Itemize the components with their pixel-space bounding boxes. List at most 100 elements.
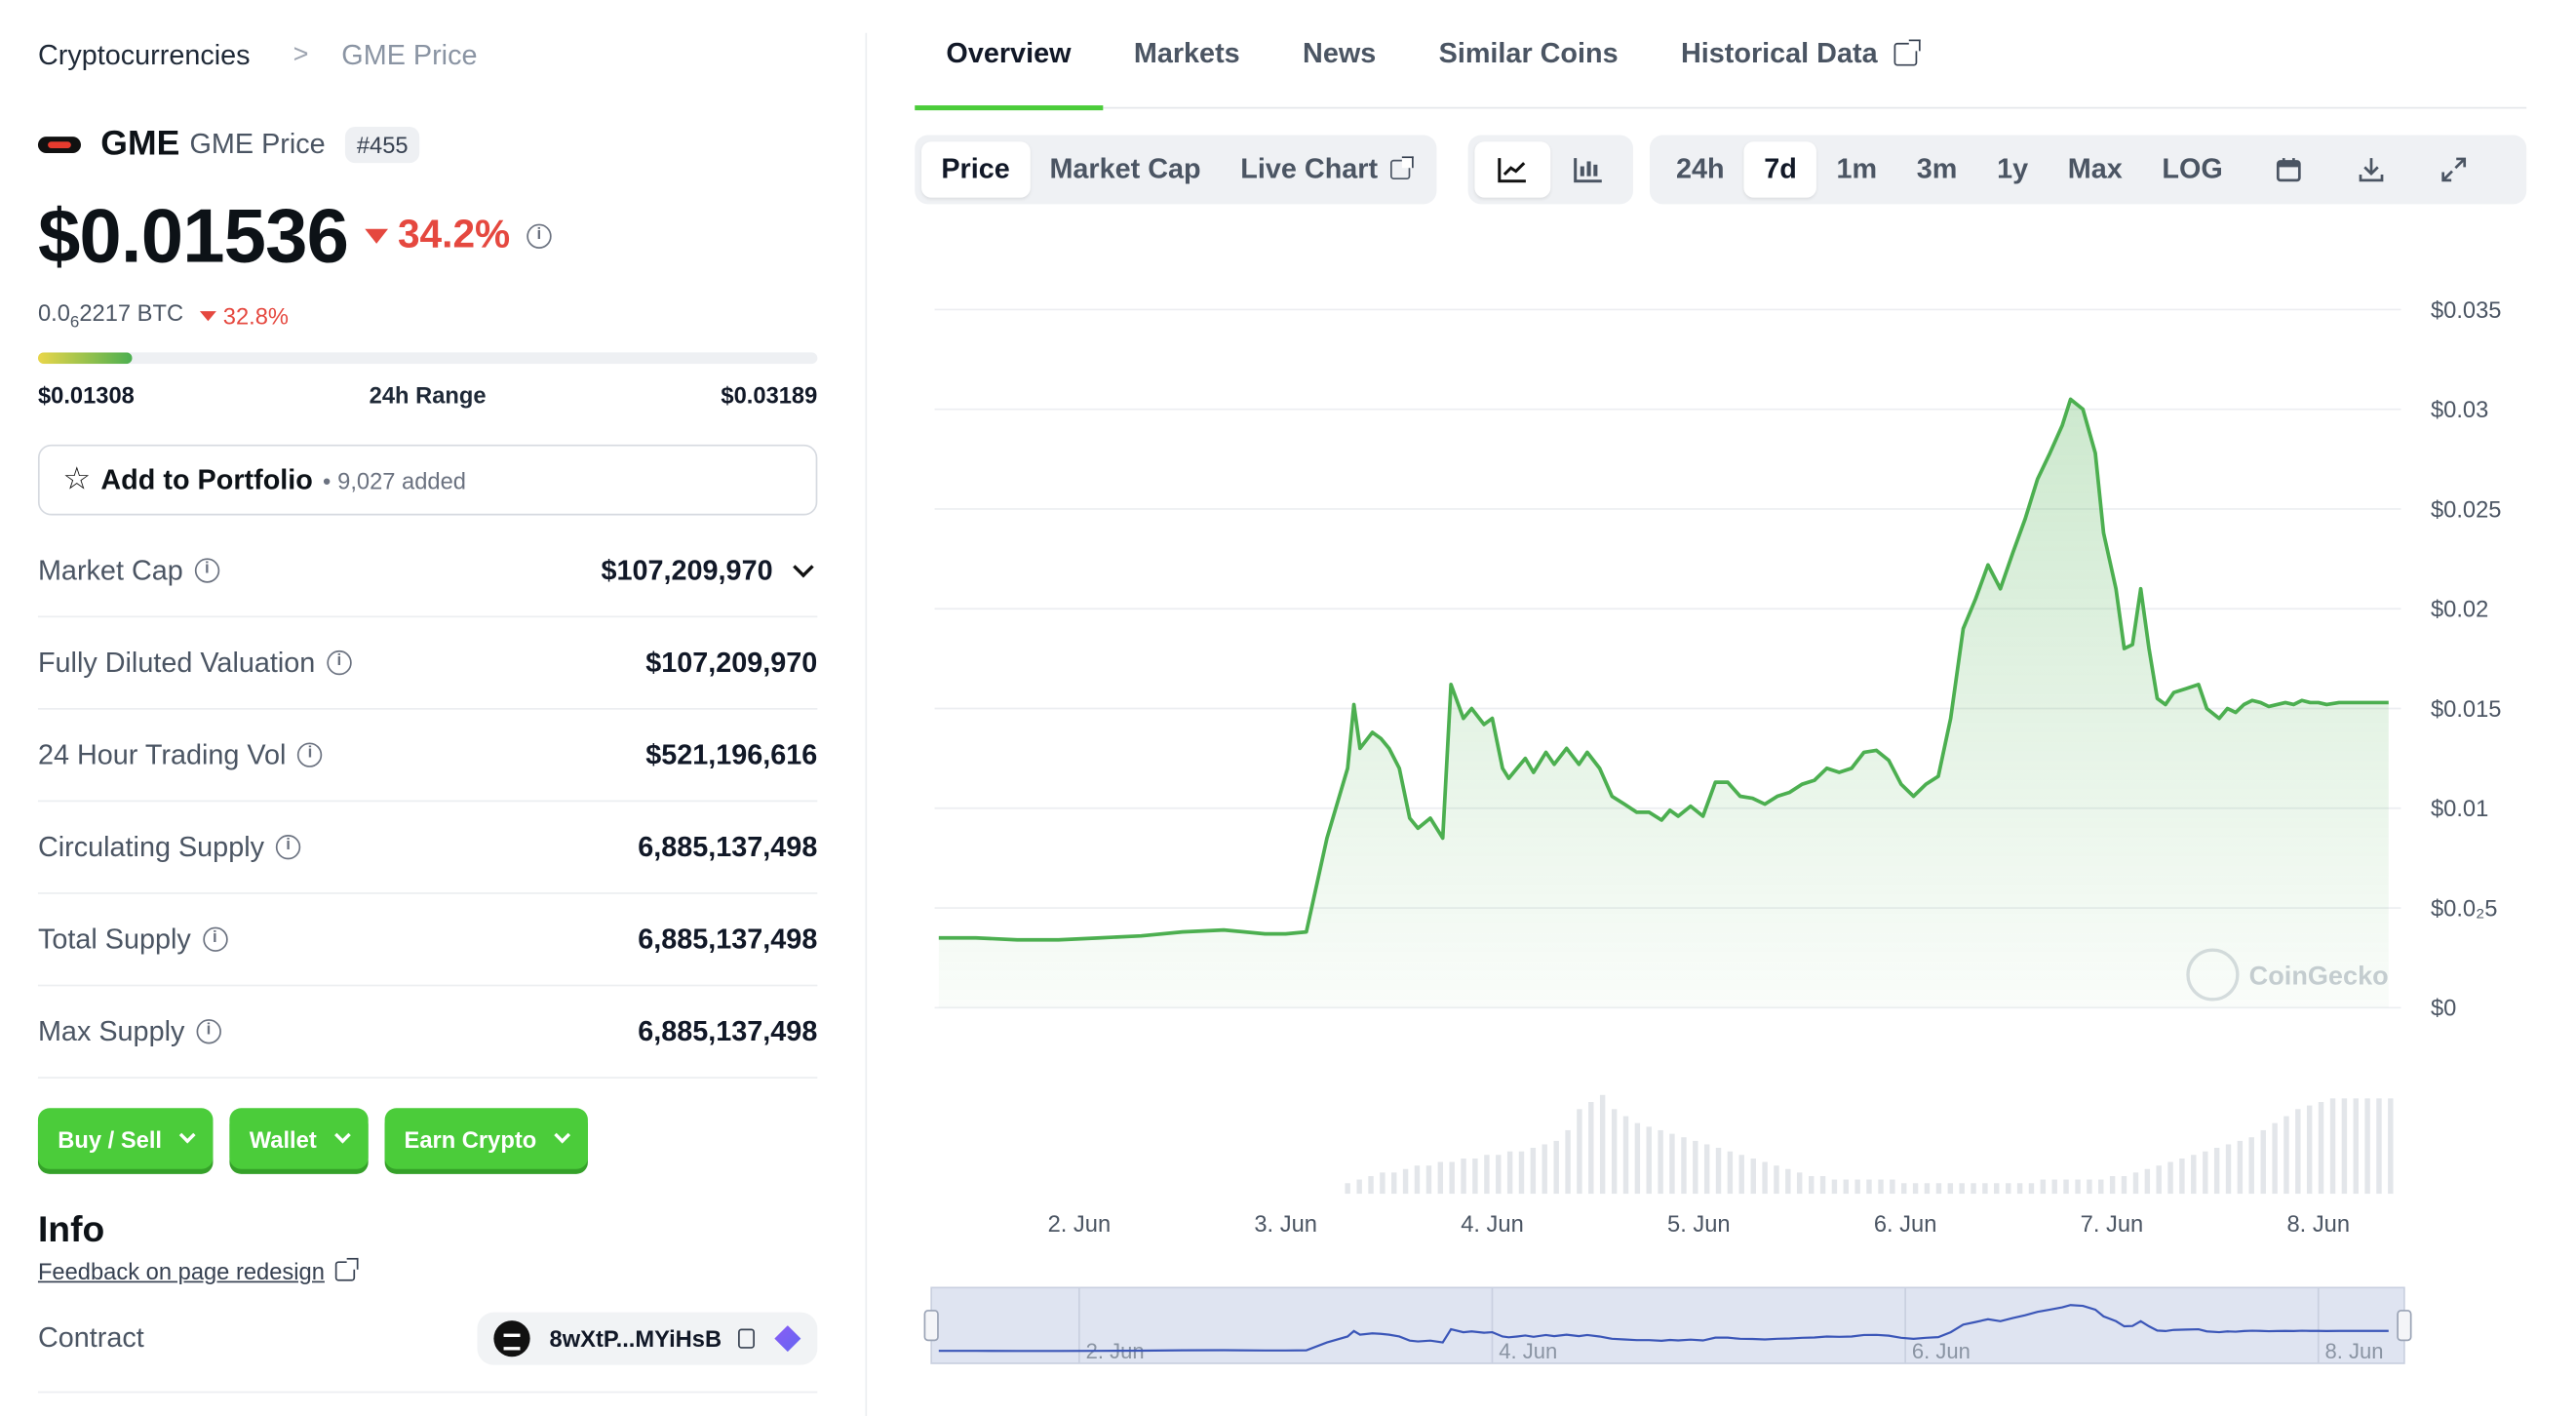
info-icon[interactable]: i bbox=[297, 742, 323, 767]
stat-value-text: 6,885,137,498 bbox=[638, 923, 818, 955]
column-divider bbox=[865, 32, 868, 1416]
stat-label: Market Cap i bbox=[38, 554, 220, 587]
navigator-series-line bbox=[938, 1304, 2389, 1353]
x-tick-label: 2. Jun bbox=[1048, 1212, 1112, 1238]
volume-bar bbox=[1553, 1140, 1559, 1195]
range-label: 24h bbox=[1676, 153, 1725, 185]
volume-bar bbox=[2237, 1140, 2244, 1195]
feedback-link[interactable]: Feedback on page redesign bbox=[38, 1257, 358, 1284]
volume-bar bbox=[1959, 1183, 1965, 1195]
tab-markets[interactable]: Markets bbox=[1103, 0, 1271, 108]
volume-bar bbox=[2353, 1098, 2359, 1195]
volume-bar bbox=[2341, 1098, 2348, 1195]
info-icon[interactable]: i bbox=[202, 926, 228, 952]
breadcrumb-current: GME Price bbox=[341, 39, 478, 71]
volume-bar bbox=[1843, 1179, 1849, 1195]
info-icon[interactable]: i bbox=[275, 835, 301, 860]
volume-bar bbox=[2295, 1109, 2301, 1195]
volume-bar bbox=[1449, 1161, 1455, 1195]
range-high: $0.03189 bbox=[721, 381, 818, 409]
volume-bar bbox=[1912, 1183, 1919, 1195]
candlestick-icon[interactable] bbox=[1550, 141, 1626, 197]
volume-bar bbox=[1414, 1165, 1421, 1195]
volume-bar bbox=[2388, 1098, 2394, 1195]
metric-market-cap[interactable]: Market Cap bbox=[1030, 141, 1221, 197]
breadcrumb-cryptocurrencies[interactable]: Cryptocurrencies bbox=[37, 39, 251, 71]
range-1m[interactable]: 1m bbox=[1816, 141, 1896, 197]
info-icon[interactable]: i bbox=[327, 649, 352, 676]
explorer-icon[interactable] bbox=[774, 1325, 801, 1353]
navigator-left-handle[interactable] bbox=[923, 1310, 939, 1342]
fullscreen-icon[interactable] bbox=[2418, 141, 2491, 197]
add-to-portfolio-button[interactable]: ☆ Add to Portfolio • 9,027 added bbox=[37, 444, 818, 516]
volume-bar bbox=[1599, 1094, 1606, 1195]
metric-live-chart[interactable]: Live Chart bbox=[1221, 141, 1430, 197]
stat-row-max-supply: Max Supply i 6,885,137,498 bbox=[37, 986, 818, 1079]
price-line[interactable] bbox=[938, 397, 2389, 942]
stat-value-text: 6,885,137,498 bbox=[638, 1014, 818, 1046]
volume-bar bbox=[1774, 1165, 1779, 1195]
volume-bar bbox=[1425, 1165, 1432, 1195]
tab-news[interactable]: News bbox=[1271, 0, 1408, 108]
star-icon: ☆ bbox=[62, 462, 92, 497]
price-chart[interactable]: $0 $0.0₂5 $0.01 $0.015 $0.02 $0.025 $0.03 $0.03… bbox=[915, 247, 2526, 1399]
range-navigator[interactable] bbox=[930, 1286, 2405, 1364]
stat-row-fully-diluted-valuation: Fully Diluted Valuation i $107,209,970 bbox=[37, 617, 817, 710]
volume-bar bbox=[1646, 1126, 1652, 1195]
stat-label: Fully Diluted Valuation i bbox=[38, 647, 352, 680]
contract-pill[interactable]: 8wXtP...MYiHsB bbox=[477, 1312, 818, 1365]
copy-icon[interactable] bbox=[738, 1328, 755, 1349]
navigator-tick-label: 4. Jun bbox=[1499, 1339, 1557, 1363]
volume-bar bbox=[2087, 1179, 2092, 1195]
volume-bar bbox=[1658, 1129, 1663, 1195]
range-24h[interactable]: 24h bbox=[1657, 141, 1744, 197]
contract-row: Contract 8wXtP...MYiHsB bbox=[38, 1312, 818, 1365]
volume-bar bbox=[1935, 1183, 1942, 1195]
tab-overview[interactable]: Overview bbox=[915, 0, 1103, 111]
tab-historical-data[interactable]: Historical Data bbox=[1650, 0, 1949, 108]
earn-crypto-button[interactable]: Earn Crypto bbox=[384, 1108, 588, 1169]
tab-label: Overview bbox=[946, 37, 1072, 69]
volume-bar bbox=[1750, 1158, 1756, 1195]
range-bar-fill bbox=[37, 352, 132, 365]
price-chart-svg[interactable]: $0 $0.0₂5 $0.01 $0.015 $0.02 $0.025 $0.03 $0.03… bbox=[915, 247, 2526, 1399]
volume-bar bbox=[1854, 1179, 1860, 1195]
action-label: Buy / Sell bbox=[58, 1125, 163, 1153]
info-icon[interactable]: i bbox=[196, 1019, 221, 1044]
stat-value-text: $107,209,970 bbox=[601, 554, 773, 586]
range-log[interactable]: LOG bbox=[2142, 141, 2243, 197]
range-max[interactable]: Max bbox=[2048, 141, 2142, 197]
volume-bar bbox=[1356, 1179, 1362, 1195]
y-tick-label: $0.01 bbox=[2431, 797, 2488, 822]
tab-similar-coins[interactable]: Similar Coins bbox=[1407, 0, 1649, 108]
volume-bar bbox=[2283, 1116, 2289, 1195]
navigator-right-handle[interactable] bbox=[2397, 1310, 2412, 1342]
stat-value: $107,209,970 bbox=[645, 647, 817, 680]
volume-bar bbox=[2272, 1122, 2278, 1195]
buy-sell-button[interactable]: Buy / Sell bbox=[37, 1108, 214, 1169]
wallet-button[interactable]: Wallet bbox=[229, 1108, 369, 1169]
volume-bar bbox=[1611, 1109, 1618, 1195]
metric-price[interactable]: Price bbox=[921, 141, 1031, 198]
range-1y[interactable]: 1y bbox=[1977, 141, 2049, 197]
volume-bar bbox=[1518, 1151, 1525, 1195]
volume-bar bbox=[1890, 1179, 1895, 1195]
info-icon[interactable]: i bbox=[527, 222, 552, 249]
calendar-icon[interactable] bbox=[2252, 141, 2325, 197]
range-3m[interactable]: 3m bbox=[1896, 141, 1976, 197]
external-link-icon bbox=[334, 1257, 358, 1281]
price-change-24h: 34.2% bbox=[397, 212, 511, 257]
chevron-down-icon[interactable] bbox=[793, 556, 814, 577]
info-icon[interactable]: i bbox=[194, 558, 220, 583]
download-icon[interactable] bbox=[2335, 141, 2408, 197]
volume-bar bbox=[1727, 1151, 1734, 1195]
range-label: 1m bbox=[1836, 153, 1878, 185]
volume-bar bbox=[2121, 1176, 2127, 1195]
tab-label: Historical Data bbox=[1680, 37, 1878, 69]
stat-row-market-cap[interactable]: Market Cap i $107,209,970 bbox=[37, 526, 818, 618]
range-label: 1y bbox=[1997, 153, 2029, 185]
volume-bar bbox=[2156, 1165, 2162, 1195]
line-chart-icon[interactable] bbox=[1474, 141, 1551, 198]
volume-bar bbox=[1472, 1158, 1478, 1195]
range-7d[interactable]: 7d bbox=[1743, 141, 1817, 198]
